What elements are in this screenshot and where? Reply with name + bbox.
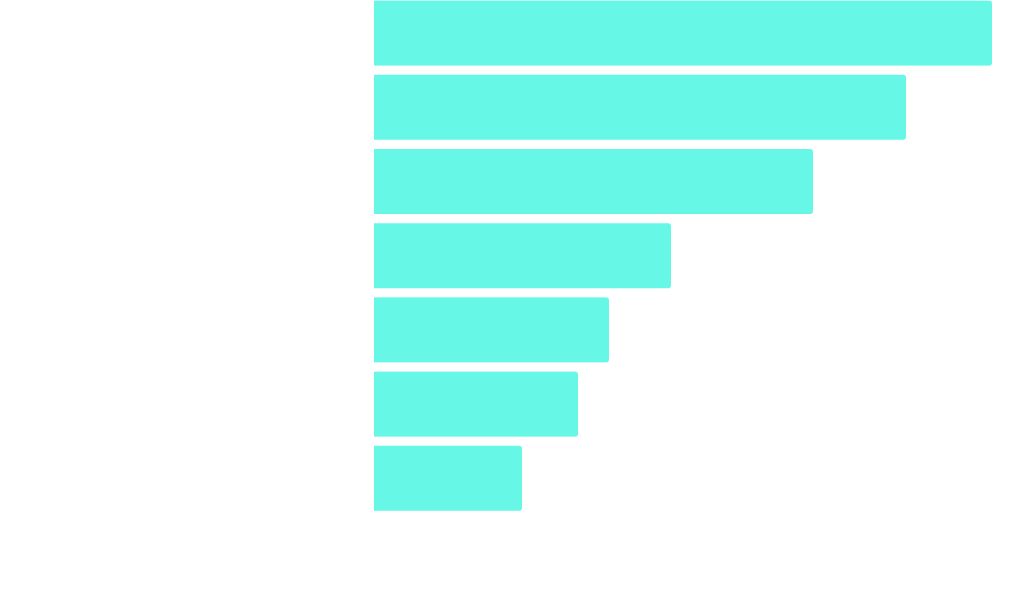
bar (374, 297, 609, 363)
bar (374, 445, 522, 511)
bar (374, 371, 578, 437)
bar (374, 74, 906, 140)
bar (374, 223, 671, 289)
bar (374, 0, 992, 66)
bar (374, 149, 813, 214)
